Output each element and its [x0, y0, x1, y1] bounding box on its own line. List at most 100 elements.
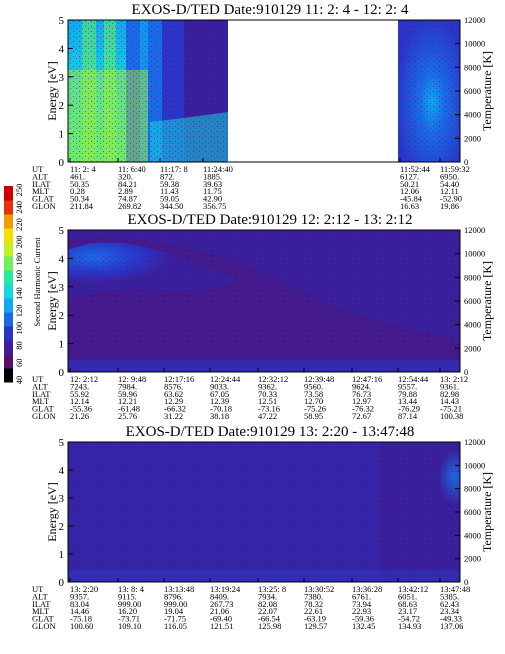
ephemeris-cell: 25.76 [118, 411, 137, 421]
ephemeris-cell: 12:32:12 [258, 374, 288, 384]
ephemeris-cell: -49.33 [440, 614, 462, 624]
panel-1-title: EXOS-D/TED Date:910129 11: 2: 4 - 12: 2:… [132, 2, 409, 18]
ytick-label: 2 [59, 100, 65, 112]
ephemeris-cell: 100.38 [440, 411, 463, 421]
ephemeris-cell: 267.73 [210, 599, 233, 609]
ephemeris-cell: 9624. [352, 381, 371, 391]
ephemeris-cell: -69.40 [210, 614, 232, 624]
colorbar-cell [4, 368, 13, 383]
ephemeris-cell: 13:42:12 [398, 584, 428, 594]
ytick-label: 2 [59, 521, 65, 533]
colorbar-cell [4, 186, 13, 201]
ephemeris-cell: 11:52:44 [400, 164, 431, 174]
ytick-label: 4 [59, 253, 65, 265]
ephemeris-cell: -61.48 [118, 404, 140, 414]
colorbar-tick-label: 160 [14, 270, 24, 283]
ephemeris-cell: 13:30:52 [304, 584, 334, 594]
ephemeris-cell: 12.21 [118, 396, 137, 406]
ephemeris-cell: 16.63 [400, 201, 419, 211]
ephemeris-cell: 38.18 [210, 411, 229, 421]
ephemeris-cell: 83.04 [70, 599, 90, 609]
ytick-label: 4 [59, 465, 65, 477]
ephemeris-cell: 7984. [118, 381, 137, 391]
ephemeris-cell: 12:17:16 [164, 374, 194, 384]
ephemeris-cell: 12.97 [352, 396, 371, 406]
panel-1-axes: 0 1 2 3 4 5 0 2000 4000 6000 8000 10000 12000 [59, 15, 486, 169]
ephemeris-cell: 59.96 [118, 389, 137, 399]
y2tick-label: 6000 [464, 86, 481, 96]
ephemeris-cell: 50.21 [400, 179, 419, 189]
ephemeris-cell: -66.32 [164, 404, 186, 414]
panel-1-data-gap [228, 20, 398, 162]
colorbar-cell [4, 242, 13, 257]
ephemeris-cell: 70.33 [258, 389, 277, 399]
ephemeris-cell: 87.14 [398, 411, 418, 421]
ephemeris-cell: -75.21 [440, 404, 462, 414]
ephemeris-cell: 13.44 [398, 396, 418, 406]
panel-3-axes: 0 1 2 3 4 5 0 2000 4000 6000 8000 10000 12000 [59, 437, 486, 589]
ytick-label: 0 [59, 157, 65, 169]
ytick-label: 4 [59, 43, 65, 55]
colorbar-label: Second Harmonic Current [32, 237, 42, 327]
ephemeris-cell: 62.43 [440, 599, 459, 609]
ephemeris-cell: 13: 2:20 [70, 584, 98, 594]
ephemeris-cell: 42.90 [203, 194, 222, 204]
ephemeris-row-label: ILAT [32, 599, 51, 609]
y2tick-label: 6000 [464, 507, 481, 517]
ytick-label: 0 [59, 577, 65, 589]
colorbar-cell [4, 312, 13, 327]
ephemeris-cell: 1885. [203, 171, 222, 181]
ephemeris-cell: -54.72 [398, 614, 420, 624]
ephemeris-cell: 12:39:48 [304, 374, 334, 384]
colorbar-cell [4, 298, 13, 313]
colorbar-tick-label: 220 [14, 218, 24, 231]
ephemeris-cell: -73.71 [118, 614, 140, 624]
ephemeris-row-label: ALT [32, 591, 49, 601]
ephemeris-cell: 84.21 [118, 179, 137, 189]
ytick-label: 3 [59, 493, 65, 505]
ephemeris-cell: 76.73 [352, 389, 371, 399]
ephemeris-cell: 19.04 [164, 606, 184, 616]
y2tick-label: 0 [464, 157, 468, 167]
ephemeris-cell: -45.84 [400, 194, 423, 204]
ephemeris-cell: 55.92 [70, 389, 89, 399]
ephemeris-cell: 9557. [398, 381, 417, 391]
y2tick-label: 2000 [464, 133, 481, 143]
ephemeris-cell: 13:36:28 [352, 584, 382, 594]
ephemeris-cell: 12.29 [164, 396, 183, 406]
ephemeris-cell: 59.05 [160, 194, 179, 204]
ephemeris-cell: 7380. [304, 591, 323, 601]
ephemeris-cell: 13:47:48 [440, 584, 470, 594]
ephemeris-cell: 78.32 [304, 599, 323, 609]
ephemeris-cell: 0.28 [70, 186, 85, 196]
ephemeris-cell: 11: 6:40 [118, 164, 146, 174]
ephemeris-cell: 73.58 [304, 389, 323, 399]
ephemeris-cell: 12.06 [400, 186, 419, 196]
ephemeris-cell: 269.82 [118, 201, 141, 211]
panel-1-plot-area [67, 19, 461, 163]
ytick-label: 0 [59, 367, 65, 379]
panel-1-y2label: Temperature [K] [480, 51, 494, 131]
ephemeris-cell: 6950. [440, 171, 459, 181]
panel-1-texture [68, 20, 228, 162]
panel-3-texture [68, 442, 460, 582]
panel-2-ylabel: Energy [eV] [45, 271, 59, 330]
ephemeris-cell: 12:47:16 [352, 374, 382, 384]
ephemeris-cell: -71.75 [164, 614, 186, 624]
ephemeris-cell: -75.18 [70, 614, 92, 624]
ephemeris-cell: 356.75 [203, 201, 226, 211]
panel-2-y2label: Temperature [K] [480, 261, 494, 341]
ephemeris-cell: 59.38 [160, 179, 179, 189]
ephemeris-cell: 82.98 [440, 389, 459, 399]
panel-3-plot-area [67, 441, 461, 583]
ephemeris-cell: 47.22 [258, 411, 277, 421]
ephemeris-cell: 116.05 [164, 621, 187, 631]
ephemeris-cell: -63.19 [304, 614, 326, 624]
y2tick-label: 2000 [464, 554, 481, 564]
panel-2-title: EXOS-D/TED Date:910129 12: 2:12 - 13: 2:… [128, 212, 413, 228]
panel-3-title: EXOS-D/TED Date:910129 13: 2:20 - 13:47:… [126, 424, 415, 440]
panel-3: EXOS-D/TED Date:910129 13: 2:20 - 13:47:… [32, 424, 494, 631]
colorbar: 40 60 80 100 120 140 160 180 200 220 240 250 Second… [4, 184, 42, 384]
ephemeris-cell: 9033. [210, 381, 229, 391]
colorbar-tick-label: 240 [14, 201, 24, 214]
